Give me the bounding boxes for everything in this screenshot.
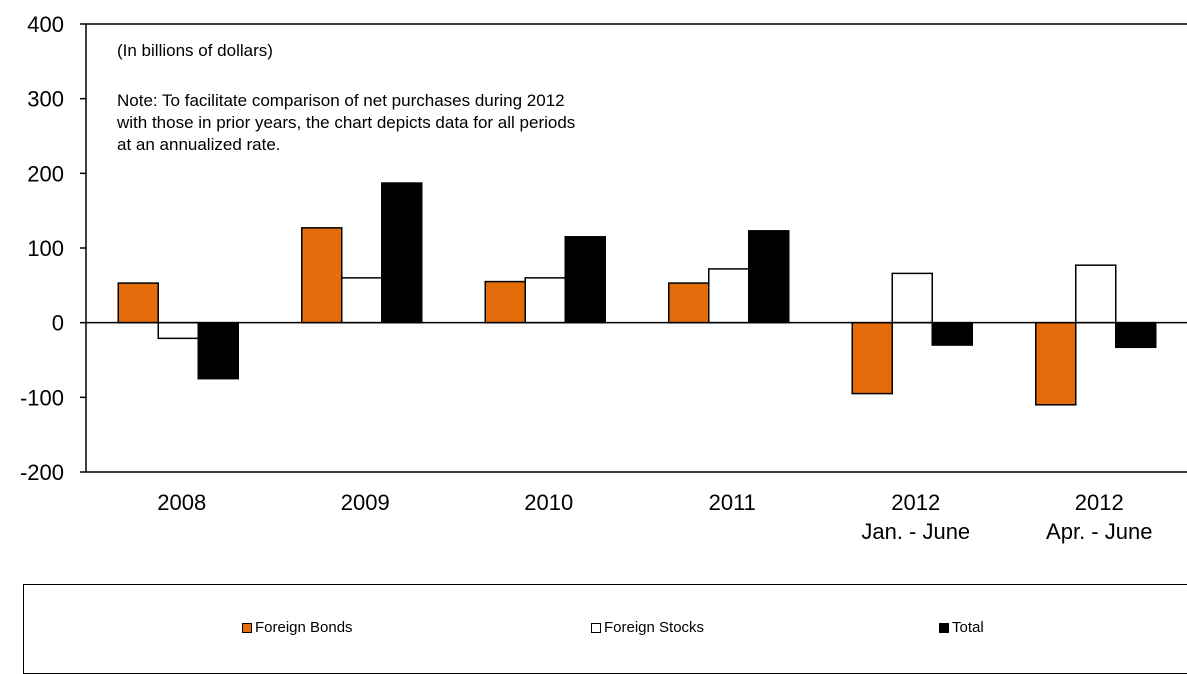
y-tick-label: 300	[27, 87, 64, 112]
x-category-label: 2010	[524, 490, 573, 515]
bar-foreign-stocks	[1075, 264, 1117, 324]
legend-label-foreign-bonds: Foreign Bonds	[255, 619, 353, 636]
x-category-labels: 2008 2009 2010 2011 2012 Jan. - June 2012 Apr. …	[157, 490, 1152, 544]
bar-total	[1115, 321, 1157, 349]
axes	[80, 23, 1187, 473]
bar-total	[197, 321, 239, 380]
y-tick-label: -100	[20, 385, 64, 410]
bar-foreign-stocks	[708, 268, 750, 324]
bar-foreign-bonds	[117, 282, 159, 324]
annotation-line: Note: To facilitate comparison of net pu…	[117, 91, 565, 110]
bar-total	[931, 321, 973, 346]
bar-foreign-bonds	[668, 282, 710, 324]
bar-total	[564, 236, 606, 324]
y-tick-label: 0	[52, 311, 64, 336]
bar-foreign-bonds	[1035, 321, 1077, 406]
legend-swatch-foreign-stocks	[591, 622, 601, 633]
bar-foreign-bonds	[851, 321, 893, 395]
bar-foreign-stocks	[524, 277, 566, 324]
bar-total	[748, 230, 790, 324]
y-tick-label: -200	[20, 460, 64, 485]
x-category-label: 2008	[157, 490, 206, 515]
bar-foreign-stocks	[341, 277, 383, 324]
bar-foreign-bonds	[484, 280, 526, 324]
legend-item-foreign-stocks: Foreign Stocks	[591, 619, 704, 636]
annotation-line: with those in prior years, the chart dep…	[116, 113, 575, 132]
annotation-line: (In billions of dollars)	[117, 41, 273, 60]
x-category-label: 2011	[709, 490, 756, 515]
annotation-line: at an annualized rate.	[117, 135, 281, 154]
x-category-label: 2012	[891, 490, 940, 515]
bar-chart: (In billions of dollars) Note: To facilit…	[20, 12, 1187, 544]
y-tick-labels: -200 -100 0 100 200 300 400	[20, 12, 64, 485]
chart-annotations: (In billions of dollars) Note: To facilit…	[116, 41, 575, 154]
bar-foreign-stocks	[157, 321, 199, 340]
legend-swatch-foreign-bonds	[242, 622, 252, 633]
legend: Foreign Bonds Foreign Stocks Total	[23, 584, 1187, 674]
bar-foreign-stocks	[891, 272, 933, 324]
y-tick-label: 200	[27, 161, 64, 186]
bar-total	[381, 182, 423, 324]
y-tick-label: 100	[27, 236, 64, 261]
legend-label-foreign-stocks: Foreign Stocks	[604, 619, 705, 636]
legend-item-total: Total	[939, 619, 984, 636]
bar-foreign-bonds	[301, 227, 343, 324]
x-category-label: 2009	[341, 490, 390, 515]
legend-swatch-total	[939, 622, 949, 633]
x-category-label: Apr. - June	[1046, 519, 1152, 544]
x-category-label: Jan. - June	[861, 519, 970, 544]
legend-label-total: Total	[952, 619, 984, 636]
bars	[117, 182, 1157, 406]
x-category-label: 2012	[1075, 490, 1124, 515]
y-tick-label: 400	[27, 12, 64, 37]
legend-item-foreign-bonds: Foreign Bonds	[242, 619, 353, 636]
